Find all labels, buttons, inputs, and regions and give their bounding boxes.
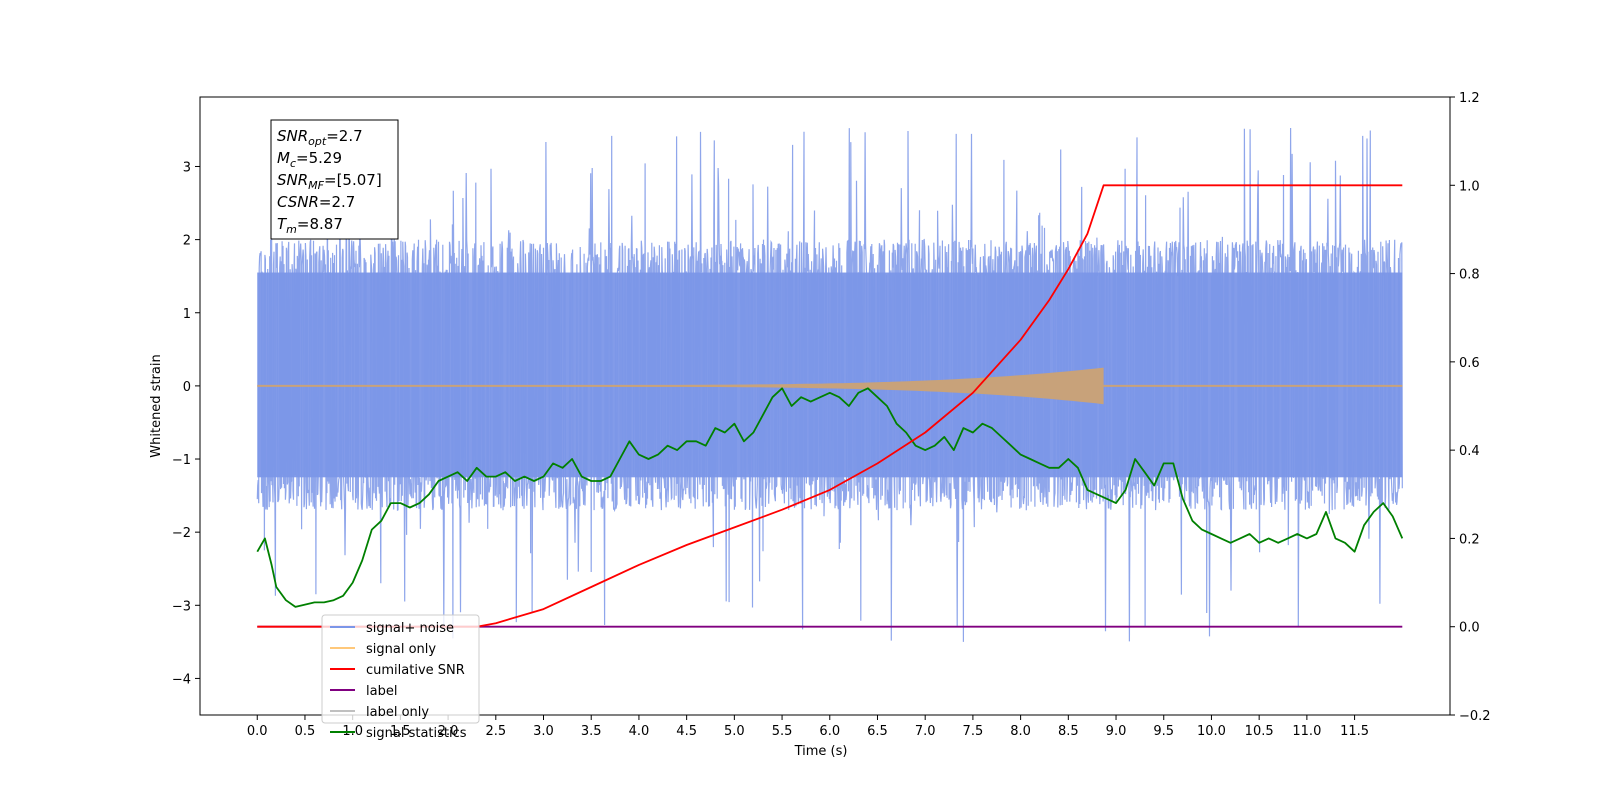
legend-entry: label xyxy=(366,684,397,699)
legend-entry: label only xyxy=(366,705,429,720)
x-axis-label: Time (s) xyxy=(794,744,848,759)
x-tick-label: 0.5 xyxy=(295,724,316,739)
y-right-tick-label: 0.2 xyxy=(1459,532,1480,547)
legend: signal+ noise signal only cumilative SNR la… xyxy=(321,614,480,741)
y-right-tick-label: −0.2 xyxy=(1459,709,1491,724)
y-left-tick-label: −4 xyxy=(172,672,191,687)
x-tick-label: 11.5 xyxy=(1340,724,1369,739)
x-axis: 0.0 0.5 1.0 1.5 2.0 2.5 3.0 3.5 4.0 4.5 5.0 5.5 6.0 6… xyxy=(247,715,1369,739)
x-tick-label: 2.0 xyxy=(438,724,459,739)
y-right-tick-label: 0.6 xyxy=(1459,356,1480,371)
y-right-tick-label: 1.2 xyxy=(1459,91,1480,106)
y-left-tick-label: −2 xyxy=(172,526,191,541)
y-axis-left-label: Whitened strain xyxy=(149,354,164,457)
x-tick-label: 6.5 xyxy=(867,724,888,739)
signal-envelope xyxy=(476,367,1104,405)
legend-entry: signal+ noise xyxy=(366,621,454,636)
x-tick-label: 2.5 xyxy=(485,724,506,739)
info-line: Mc=5.29 xyxy=(277,149,342,170)
info-box-frame xyxy=(270,119,399,240)
x-tick-label: 7.0 xyxy=(915,724,936,739)
series-cumilative-snr xyxy=(257,184,1403,628)
info-line: SNRopt=2.7 xyxy=(277,127,363,148)
info-line: Tm=8.87 xyxy=(277,215,343,236)
info-line: CSNR=2.7 xyxy=(277,193,355,211)
legend-frame xyxy=(321,614,480,724)
info-line: SNRMF=[5.07] xyxy=(277,171,382,192)
x-tick-label: 9.5 xyxy=(1153,724,1174,739)
y-left-tick-label: 3 xyxy=(183,160,191,175)
x-tick-label: 11.0 xyxy=(1292,724,1321,739)
legend-entry: signal statistics xyxy=(366,726,467,741)
signal-only-series xyxy=(257,367,1403,405)
x-tick-label: 0.0 xyxy=(247,724,268,739)
y-left-tick-label: −3 xyxy=(172,599,191,614)
legend-entry: cumilative SNR xyxy=(366,663,465,678)
x-tick-label: 3.5 xyxy=(581,724,602,739)
x-tick-label: 10.5 xyxy=(1245,724,1274,739)
x-tick-label: 4.5 xyxy=(676,724,697,739)
y-right-tick-label: 0.0 xyxy=(1459,621,1480,636)
x-tick-label: 10.0 xyxy=(1197,724,1226,739)
x-tick-label: 8.0 xyxy=(1010,724,1031,739)
y-left-tick-label: 2 xyxy=(183,234,191,249)
y-axis-right: −0.2 0.0 0.2 0.4 0.6 0.8 1.0 1.2 xyxy=(1450,91,1491,724)
x-tick-label: 3.0 xyxy=(533,724,554,739)
noise-series xyxy=(256,127,1403,642)
series-signal-statistics xyxy=(256,387,1404,608)
plot-area xyxy=(199,96,1451,716)
noise-dense-band xyxy=(257,272,1403,478)
x-tick-label: 1.5 xyxy=(390,724,411,739)
x-tick-label: 9.0 xyxy=(1106,724,1127,739)
y-axis-left: −4 −3 −2 −1 0 1 2 3 xyxy=(172,160,200,687)
x-tick-label: 4.0 xyxy=(629,724,650,739)
y-left-tick-label: 1 xyxy=(183,307,191,322)
x-tick-label: 7.5 xyxy=(963,724,984,739)
y-left-tick-label: 0 xyxy=(183,380,191,395)
y-right-tick-label: 0.4 xyxy=(1459,444,1480,459)
plot-frame xyxy=(199,96,1451,716)
x-tick-label: 6.0 xyxy=(819,724,840,739)
x-tick-label: 5.0 xyxy=(724,724,745,739)
y-right-tick-label: 1.0 xyxy=(1459,179,1480,194)
legend-entry: signal only xyxy=(366,642,436,657)
y-right-tick-label: 0.8 xyxy=(1459,268,1480,283)
y-left-tick-label: −1 xyxy=(172,453,191,468)
x-tick-label: 5.5 xyxy=(772,724,793,739)
x-tick-label: 8.5 xyxy=(1058,724,1079,739)
